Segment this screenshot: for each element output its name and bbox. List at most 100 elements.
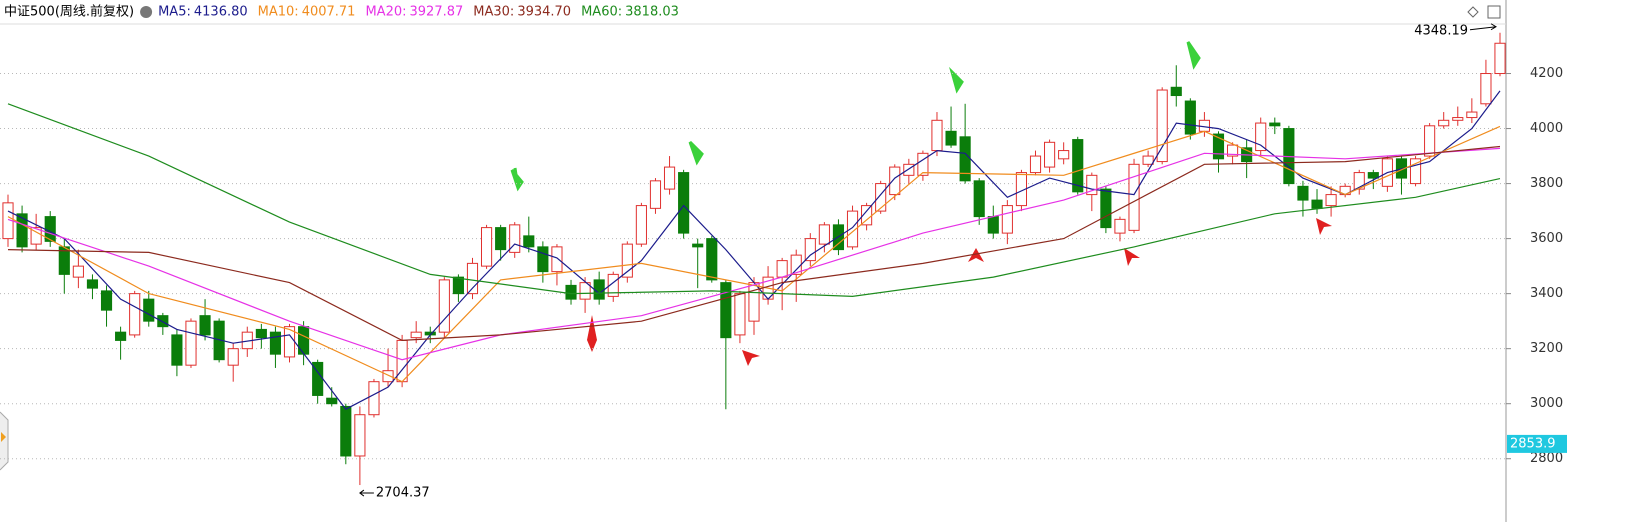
y-tick-label: 3200: [1530, 341, 1563, 356]
diamond-icon[interactable]: [1467, 6, 1479, 18]
candle-body: [959, 136, 971, 182]
candle-body: [72, 265, 84, 278]
price-marker: [1507, 434, 1567, 453]
candle-body: [171, 334, 183, 366]
candle-body: [748, 282, 760, 322]
candle-body: [30, 227, 42, 245]
candle-body: [1325, 194, 1337, 207]
candle-body: [1438, 119, 1450, 127]
candle-body: [649, 180, 662, 209]
candle-body: [607, 273, 619, 297]
candle-body: [326, 397, 338, 405]
green-arrow: [1186, 41, 1201, 70]
candle-body: [931, 119, 943, 152]
candle-body: [1100, 188, 1112, 229]
candle-body: [509, 224, 521, 253]
candle-body: [1480, 73, 1492, 105]
candle-body: [945, 130, 957, 146]
candle-body: [621, 243, 633, 278]
candle-body: [1466, 111, 1478, 119]
candle-body: [804, 238, 816, 262]
legend-name: MA20: [365, 5, 402, 20]
candle-body: [846, 210, 859, 248]
candle-body: [537, 246, 549, 273]
candle-body: [16, 213, 28, 248]
candle-body: [903, 163, 915, 176]
candle-body: [129, 293, 141, 336]
candle-body: [663, 166, 676, 190]
side-tab[interactable]: [0, 411, 9, 471]
red-arrow: [968, 248, 984, 262]
red-arrow: [587, 315, 597, 352]
candle-body: [199, 315, 211, 336]
y-tick-label: 3400: [1530, 286, 1563, 301]
green-arrow: [510, 167, 524, 192]
candle-body: [593, 279, 605, 300]
y-tick-label: 3000: [1530, 396, 1563, 411]
green-arrow: [949, 66, 964, 94]
candle-body: [776, 260, 788, 278]
candle-body: [1424, 125, 1436, 157]
green-arrow: [688, 140, 704, 166]
candle-body: [1072, 139, 1084, 193]
legend-separator: :: [186, 5, 190, 20]
candle-body: [875, 183, 887, 212]
candle-body: [734, 293, 746, 336]
ma-line: [7, 147, 1501, 361]
panel-icon[interactable]: [1487, 5, 1501, 19]
candle-body: [565, 284, 577, 300]
candle-body: [1212, 133, 1225, 160]
y-tick-label: 3600: [1530, 231, 1563, 246]
candle-body: [1494, 42, 1506, 75]
candle-body: [706, 238, 718, 281]
candle-body: [1142, 155, 1154, 165]
candle-body: [1029, 155, 1042, 174]
candle-body: [382, 370, 394, 383]
legend-name: MA10: [258, 5, 295, 20]
price-marker-label: 2853.9: [1510, 436, 1556, 451]
annotation-arrow: [359, 489, 374, 497]
y-tick-label: 4000: [1530, 121, 1563, 136]
legend-separator: :: [402, 5, 406, 20]
candle-body: [818, 224, 830, 245]
candle-body: [480, 227, 493, 267]
ma-line: [7, 145, 1501, 342]
candle-body: [452, 276, 464, 295]
candle-body: [987, 216, 999, 234]
legend-separator: :: [618, 5, 622, 20]
settings-icon[interactable]: [140, 6, 153, 18]
legend-separator: :: [510, 5, 514, 20]
candle-body: [1058, 150, 1070, 160]
candle-body: [1255, 122, 1267, 152]
low-label: 2704.37: [376, 486, 430, 501]
candle-body: [115, 331, 127, 341]
candle-body: [692, 243, 704, 248]
candle-body: [227, 348, 239, 366]
candle-body: [86, 279, 99, 289]
candle-body: [973, 180, 985, 218]
candle-body: [551, 246, 563, 273]
candle-body: [917, 152, 929, 176]
signal-arrows: [510, 41, 1332, 366]
candle-body: [889, 166, 901, 196]
y-tick-label: 2800: [1530, 451, 1563, 466]
candle-body: [678, 172, 690, 234]
candle-body: [438, 279, 450, 333]
candle-body: [1044, 141, 1056, 168]
annotation-arrow: [1469, 23, 1497, 31]
legend-value: 3927.87: [410, 5, 464, 20]
candle-body: [1170, 86, 1182, 97]
side-tab-arrow: [1, 432, 6, 442]
candle-body: [1114, 218, 1126, 234]
candle-body: [1226, 144, 1239, 157]
ma-line: [7, 103, 1501, 298]
red-arrow: [1316, 218, 1332, 235]
ma-line: [7, 125, 1501, 383]
legend-value: 3818.03: [625, 5, 679, 20]
legend-name: MA30: [473, 5, 510, 20]
candle-body: [523, 235, 535, 248]
red-arrow: [1124, 248, 1140, 266]
y-tick-label: 4200: [1530, 66, 1563, 81]
candle-body: [1409, 158, 1422, 185]
